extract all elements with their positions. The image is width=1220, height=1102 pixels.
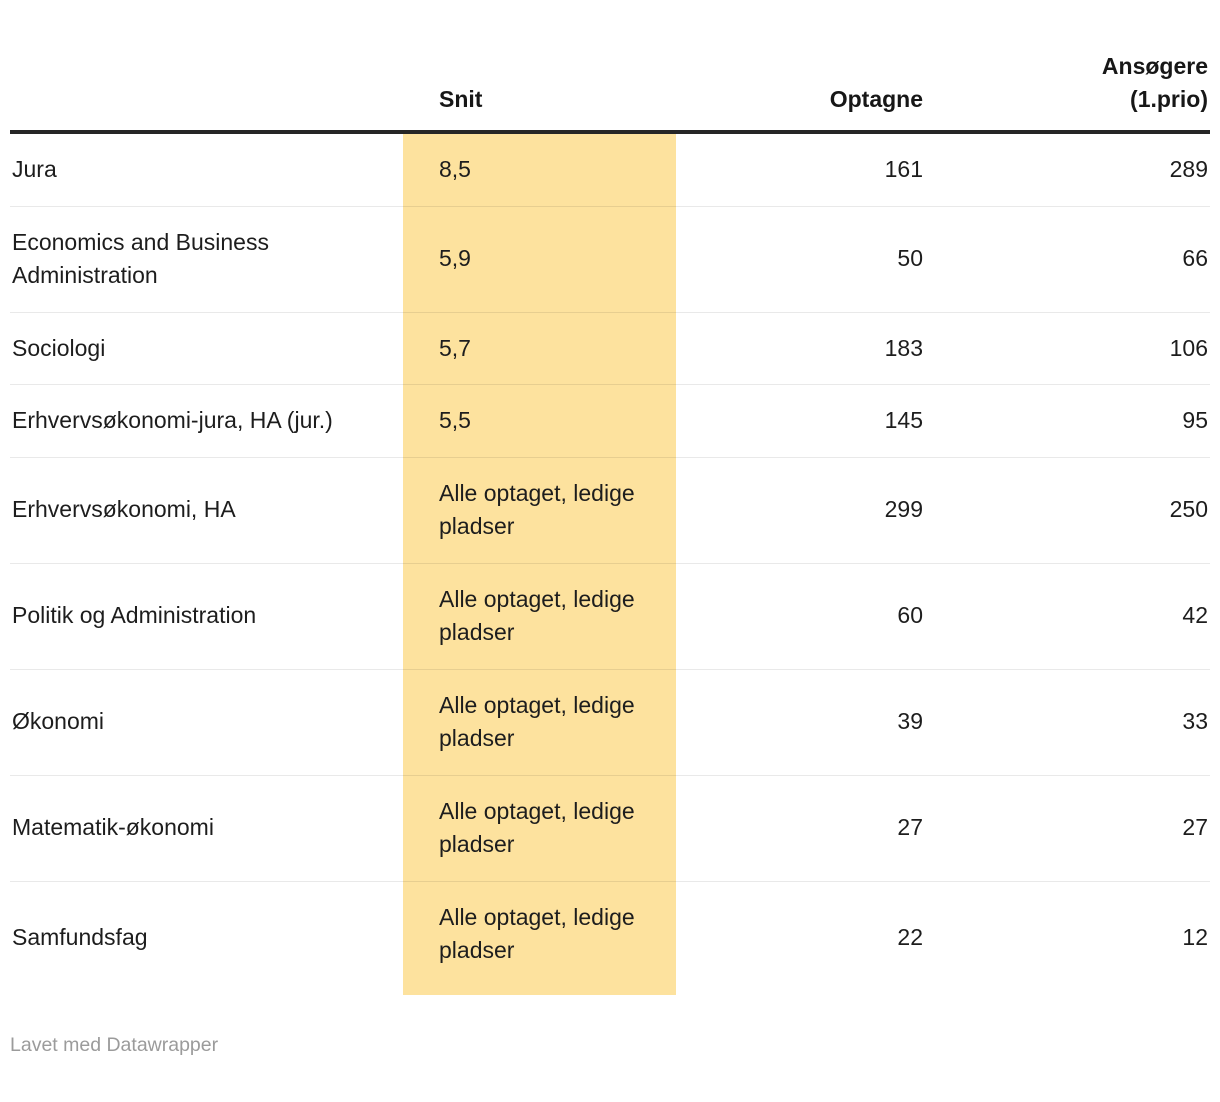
- cell-optagne: 299: [676, 457, 925, 564]
- header-name: [10, 0, 403, 134]
- cell-snit-highlighted: Alle optaget, ledige pladser: [403, 775, 676, 882]
- table-row: Jura 8,5 161 289: [10, 132, 1210, 207]
- cell-program-name: Økonomi: [10, 669, 403, 776]
- header-snit: Snit: [403, 0, 676, 134]
- table-row: Sociologi 5,7 183 106: [10, 312, 1210, 385]
- cell-program-name: Matematik-økonomi: [10, 775, 403, 882]
- cell-snit-highlighted: Alle optaget, ledige pladser: [403, 669, 676, 776]
- table-row: Economics and Business Administration 5,…: [10, 206, 1210, 313]
- cell-ansogere: 42: [925, 563, 1210, 670]
- header-row: Snit Optagne Ansøgere (1.prio): [10, 0, 1210, 134]
- cell-ansogere: 289: [925, 132, 1210, 207]
- table-row: Erhvervsøkonomi, HA Alle optaget, ledige…: [10, 457, 1210, 564]
- table-row: Økonomi Alle optaget, ledige pladser 39 …: [10, 669, 1210, 776]
- cell-program-name: Politik og Administration: [10, 563, 403, 670]
- cell-ansogere: 95: [925, 384, 1210, 458]
- cell-program-name: Economics and Business Administration: [10, 206, 403, 313]
- table-row: Matematik-økonomi Alle optaget, ledige p…: [10, 775, 1210, 882]
- cell-snit-highlighted: 8,5: [403, 132, 676, 207]
- cell-program-name: Erhvervsøkonomi, HA: [10, 457, 403, 564]
- table-row: Samfundsfag Alle optaget, ledige pladser…: [10, 881, 1210, 995]
- cell-optagne: 145: [676, 384, 925, 458]
- cell-optagne: 27: [676, 775, 925, 882]
- cell-snit-highlighted: 5,5: [403, 384, 676, 458]
- cell-optagne: 50: [676, 206, 925, 313]
- cell-ansogere: 106: [925, 312, 1210, 385]
- header-ansogere: Ansøgere (1.prio): [925, 0, 1210, 134]
- cell-program-name: Sociologi: [10, 312, 403, 385]
- cell-snit-highlighted: 5,9: [403, 206, 676, 313]
- cell-program-name: Jura: [10, 132, 403, 207]
- table-body: Jura 8,5 161 289 Economics and Business …: [10, 132, 1210, 995]
- cell-snit-highlighted: Alle optaget, ledige pladser: [403, 457, 676, 564]
- cell-optagne: 60: [676, 563, 925, 670]
- cell-snit-highlighted: 5,7: [403, 312, 676, 385]
- cell-ansogere: 33: [925, 669, 1210, 776]
- header-ansogere-label: Ansøgere (1.prio): [1101, 53, 1208, 112]
- header-optagne: Optagne: [676, 0, 925, 134]
- cell-snit-highlighted: Alle optaget, ledige pladser: [403, 563, 676, 670]
- cell-ansogere: 12: [1182, 924, 1208, 951]
- table-row: Erhvervsøkonomi-jura, HA (jur.) 5,5 145 …: [10, 384, 1210, 458]
- table-row: Politik og Administration Alle optaget, …: [10, 563, 1210, 670]
- datawrapper-credit: Lavet med Datawrapper: [10, 1033, 219, 1056]
- cell-optagne: 183: [676, 312, 925, 385]
- cell-ansogere: 250: [925, 457, 1210, 564]
- cell-optagne: 39: [676, 669, 925, 776]
- cell-ansogere: 66: [925, 206, 1210, 313]
- cell-program-name: Samfundsfag: [12, 924, 148, 951]
- admissions-table: Snit Optagne Ansøgere (1.prio) Jura 8,5 …: [10, 0, 1210, 995]
- cell-program-name: Erhvervsøkonomi-jura, HA (jur.): [10, 384, 403, 458]
- table-header: Snit Optagne Ansøgere (1.prio): [10, 0, 1210, 134]
- data-table-container: Snit Optagne Ansøgere (1.prio) Jura 8,5 …: [10, 0, 1210, 995]
- cell-optagne: 22: [897, 924, 923, 951]
- cell-ansogere: 27: [925, 775, 1210, 882]
- cell-optagne: 161: [676, 132, 925, 207]
- cell-snit-highlighted: Alle optaget, ledige pladser: [403, 881, 676, 995]
